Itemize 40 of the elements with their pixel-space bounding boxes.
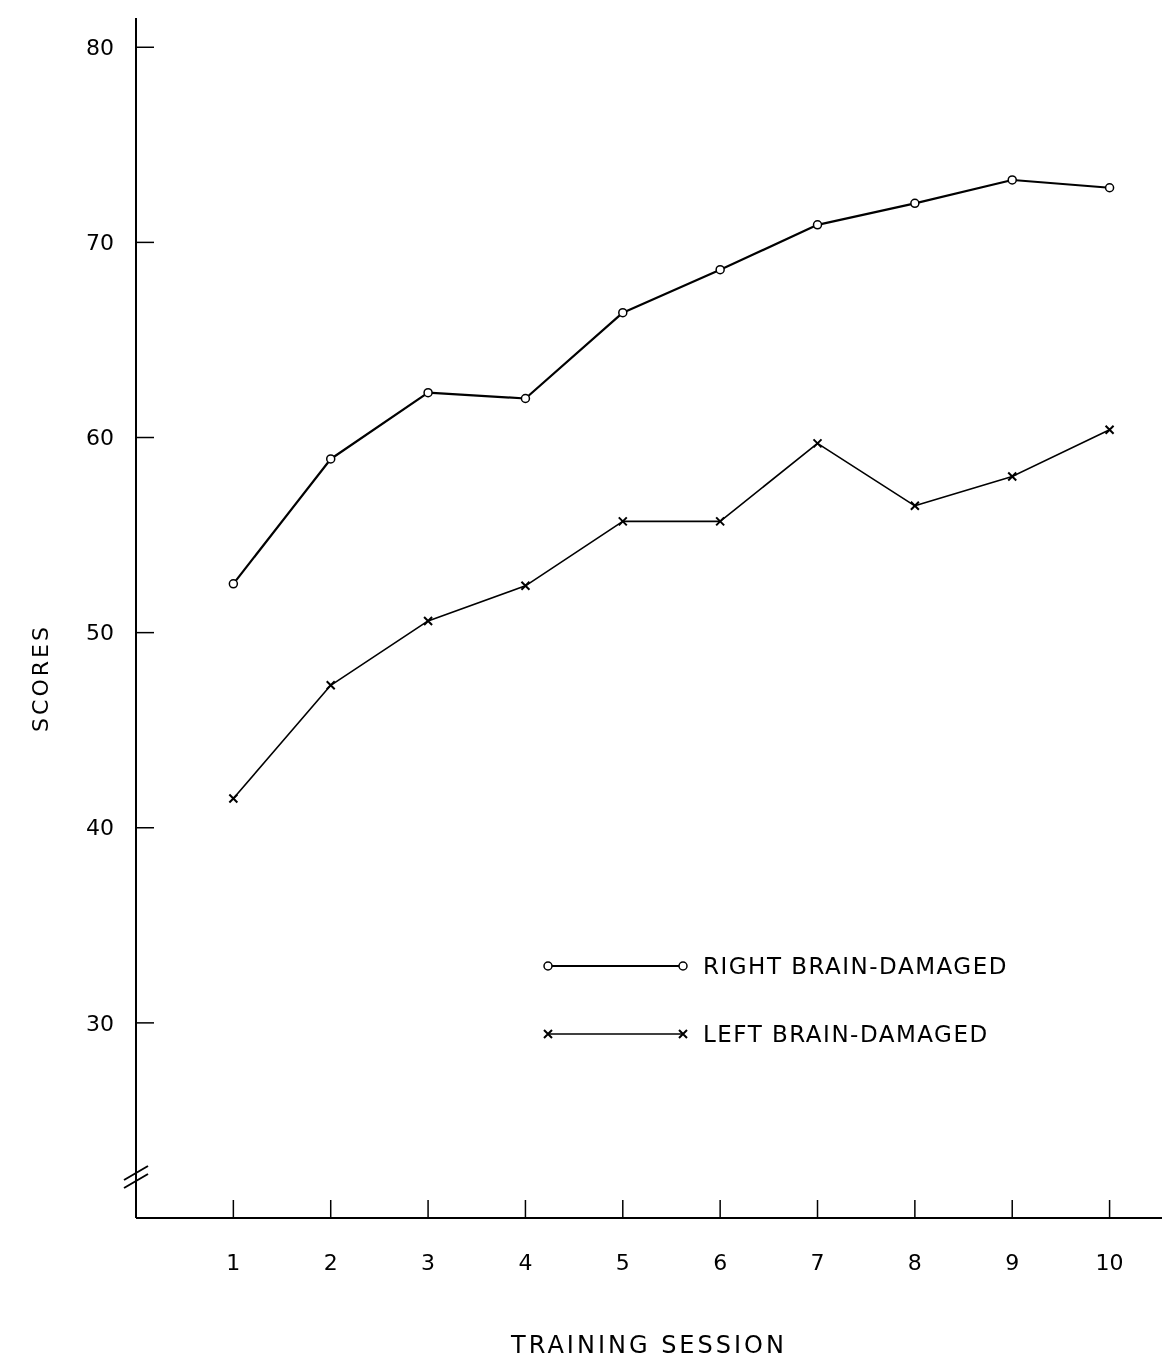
point <box>1104 424 1115 435</box>
point <box>1007 471 1018 482</box>
point <box>228 793 239 804</box>
point <box>228 579 239 589</box>
point <box>909 500 920 511</box>
point <box>423 615 434 626</box>
x-tick-label: 6 <box>713 1250 728 1275</box>
x-tick-label: 9 <box>1005 1250 1020 1275</box>
x-axis-title: TRAINING SESSION <box>510 1331 787 1357</box>
x-tick-label: 5 <box>615 1250 630 1275</box>
point <box>423 387 433 398</box>
point <box>520 580 531 591</box>
x-tick-label: 4 <box>518 1250 533 1275</box>
x-tick-label: 3 <box>421 1250 436 1275</box>
point <box>617 516 628 527</box>
x-tick-label: 7 <box>810 1250 825 1275</box>
point <box>715 264 725 275</box>
y-axis-title: SCORES <box>28 624 53 732</box>
x-tick-label: 2 <box>323 1250 338 1275</box>
point <box>910 198 920 209</box>
point <box>715 516 726 527</box>
x-tick-label: 10 <box>1095 1250 1124 1275</box>
legend-label: RIGHT BRAIN-DAMAGED <box>703 953 1008 980</box>
y-tick-label: 60 <box>86 425 114 451</box>
point <box>812 220 823 230</box>
point <box>1007 175 1017 185</box>
point <box>618 307 628 318</box>
y-tick-label: 80 <box>86 34 114 60</box>
point <box>325 454 336 464</box>
y-tick-label: 70 <box>86 230 114 256</box>
point <box>812 438 823 449</box>
point <box>520 393 531 404</box>
legend-label: LEFT BRAIN-DAMAGED <box>703 1021 989 1048</box>
point <box>325 680 336 691</box>
y-tick-label: 50 <box>86 620 114 646</box>
x-tick-label: 1 <box>226 1250 241 1275</box>
x-tick-label: 8 <box>907 1250 922 1275</box>
y-tick-label: 30 <box>86 1010 114 1036</box>
point <box>1104 183 1115 193</box>
y-tick-label: 40 <box>86 815 114 841</box>
